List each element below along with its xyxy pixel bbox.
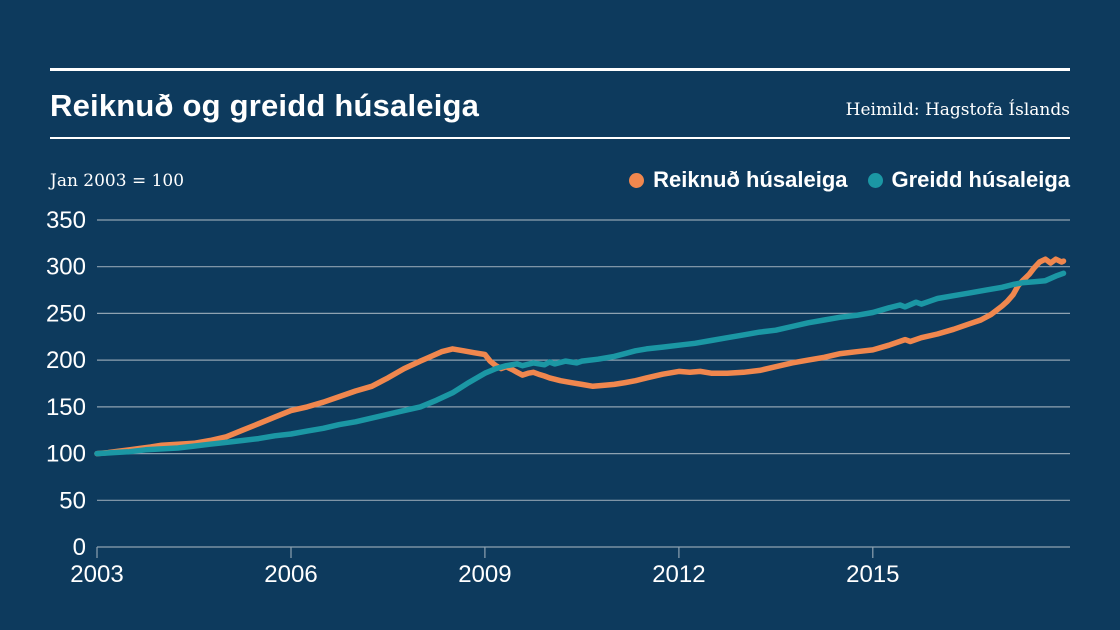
y-tick-label: 150 bbox=[46, 394, 86, 421]
y-tick-label: 50 bbox=[59, 487, 86, 514]
legend-dot-orange-icon bbox=[629, 172, 645, 188]
y-tick-label: 0 bbox=[73, 534, 86, 561]
x-tick-label: 2009 bbox=[458, 561, 511, 588]
legend-label-reiknud: Reiknuð húsaleiga bbox=[653, 167, 848, 192]
y-tick-label: 100 bbox=[46, 441, 86, 468]
x-tick-label: 2012 bbox=[652, 561, 705, 588]
y-tick-label: 300 bbox=[46, 254, 86, 281]
legend-item-reiknud: Reiknuð húsaleiga bbox=[629, 167, 848, 193]
x-tick-label: 2006 bbox=[264, 561, 317, 588]
legend-item-greidd: Greidd húsaleiga bbox=[867, 167, 1071, 193]
legend-label-greidd: Greidd húsaleiga bbox=[891, 167, 1071, 192]
series-line-1 bbox=[94, 256, 1067, 457]
y-tick-label: 350 bbox=[46, 207, 86, 234]
x-tick-label: 2003 bbox=[70, 561, 123, 588]
source-label: Heimild: Hagstofa Íslands bbox=[845, 100, 1070, 120]
x-tick-label: 2015 bbox=[846, 561, 899, 588]
index-base-label: Jan 2003 = 100 bbox=[50, 171, 185, 191]
y-tick-label: 250 bbox=[46, 300, 86, 327]
y-tick-label: 200 bbox=[46, 347, 86, 374]
chart-title: Reiknuð og greidd húsaleiga bbox=[50, 88, 480, 123]
series-line-2 bbox=[94, 270, 1067, 457]
legend: Reiknuð húsaleiga Greidd húsaleiga bbox=[629, 167, 1070, 193]
divider-rule bbox=[50, 137, 1070, 139]
top-rule bbox=[50, 68, 1070, 71]
legend-dot-teal-icon bbox=[867, 172, 883, 188]
